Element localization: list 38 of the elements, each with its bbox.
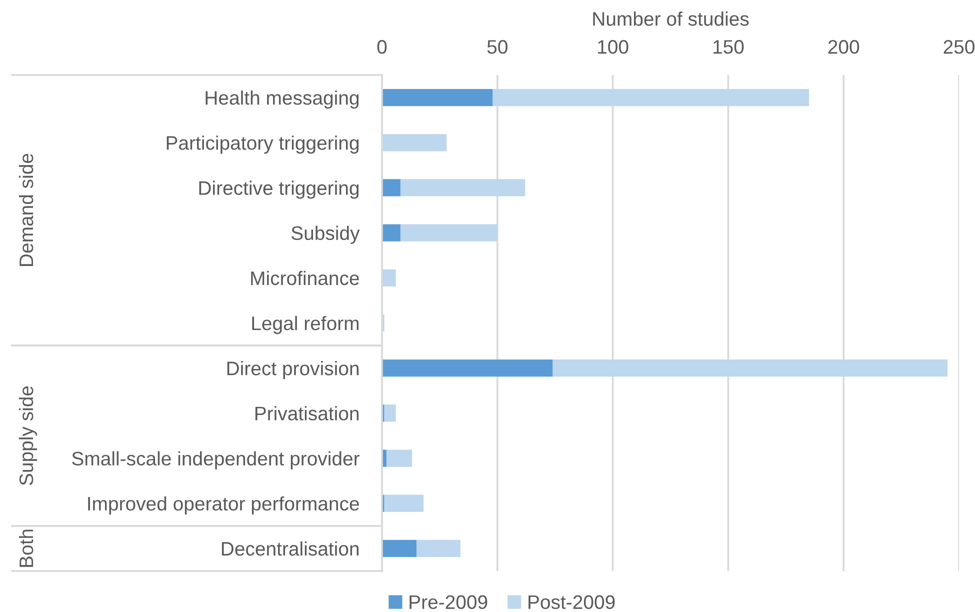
y-tick-label: Directive triggering: [199, 180, 359, 199]
x-tick-label: 100: [598, 40, 628, 54]
bar: [382, 360, 553, 377]
bar: [382, 134, 447, 152]
y-tick-label: Improved operator performance: [88, 496, 359, 514]
x-tick-label: 50: [487, 40, 508, 54]
bar: [416, 540, 460, 558]
bar: [400, 179, 526, 196]
bar: [400, 224, 498, 242]
x-axis-title: Number of studies: [593, 12, 749, 26]
y-tick-label: Small-scale independent provider: [72, 451, 360, 470]
x-tick-label: 150: [713, 40, 744, 54]
bar: [492, 88, 809, 106]
y-tick-label: Subsidy: [291, 226, 360, 244]
bar: [382, 269, 396, 286]
text: Both: [18, 530, 34, 567]
text: Supply side: [18, 386, 38, 486]
bar: [382, 540, 417, 558]
legend-label: Post-2009: [528, 595, 615, 610]
x-tick-label: 250: [944, 40, 974, 54]
y-tick-label: Direct provision: [227, 361, 359, 380]
y-tick-label: Privatisation: [255, 406, 359, 420]
y-tick-label: Health messaging: [206, 90, 359, 109]
y-tick-label: Legal reform: [252, 316, 359, 334]
text: Demand side: [18, 154, 34, 266]
bar: [384, 404, 396, 422]
bar: [382, 179, 400, 196]
x-tick-label: 0: [377, 40, 387, 54]
y-tick-label: Decentralisation: [222, 541, 359, 556]
bar: [384, 494, 424, 512]
y-tick-label: Participatory triggering: [166, 136, 359, 154]
bar: [382, 88, 493, 106]
bar: [386, 450, 412, 467]
legend-label: Pre-2009: [410, 595, 488, 610]
x-tick-label: 200: [828, 40, 860, 54]
bar: [382, 224, 400, 242]
y-tick-label: Microfinance: [251, 270, 359, 286]
bar: [552, 360, 948, 377]
